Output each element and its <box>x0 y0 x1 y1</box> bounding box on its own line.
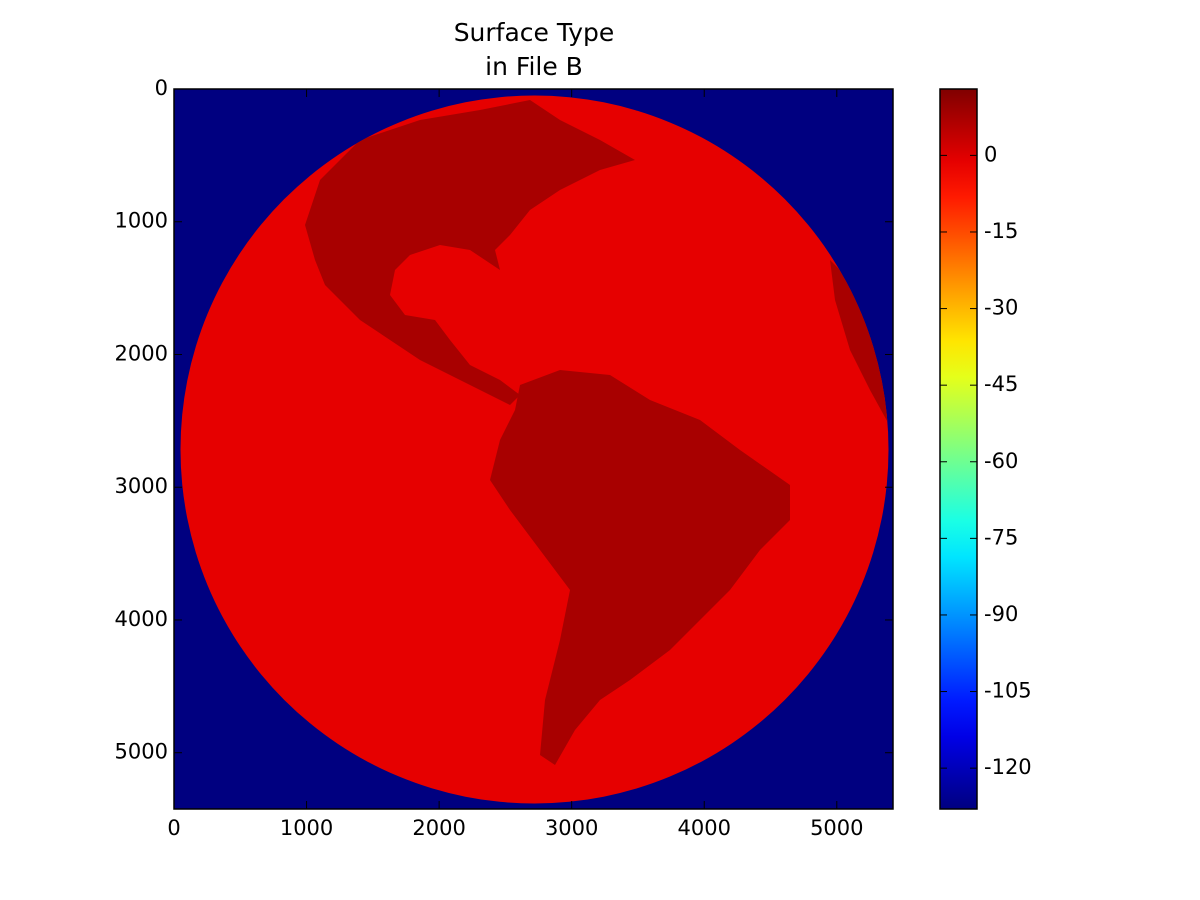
colorbar-tick-label: -15 <box>984 219 1018 243</box>
x-tick-label: 4000 <box>678 816 731 840</box>
north-america <box>305 100 635 405</box>
x-tick-label: 2000 <box>412 816 465 840</box>
x-tick-label: 3000 <box>545 816 598 840</box>
colorbar-tick-label: -75 <box>984 525 1018 549</box>
y-tick-label: 0 <box>155 76 168 100</box>
colorbar-tick-label: 0 <box>984 142 997 166</box>
y-tick-label: 1000 <box>115 209 168 233</box>
x-tick-label: 5000 <box>810 816 863 840</box>
axes-frame <box>173 88 894 810</box>
south-america <box>490 370 790 765</box>
chart-subtitle: in File B <box>485 52 583 81</box>
x-tick-label: 1000 <box>280 816 333 840</box>
y-tick-label: 4000 <box>115 607 168 631</box>
colorbar-tick-label: -90 <box>984 602 1018 626</box>
colorbar-tick-label: -120 <box>984 755 1032 779</box>
y-tick-label: 5000 <box>115 740 168 764</box>
colorbar <box>939 88 978 810</box>
colorbar-tick-label: -105 <box>984 679 1032 703</box>
land <box>305 100 889 765</box>
x-tick-label: 0 <box>167 816 180 840</box>
colorbar-tick-label: -60 <box>984 449 1018 473</box>
y-tick-label: 2000 <box>115 341 168 365</box>
africa <box>830 260 889 430</box>
image <box>174 89 893 809</box>
chart-title: Surface Type <box>454 18 615 47</box>
y-tick-label: 3000 <box>115 474 168 498</box>
colorbar-tick-label: -30 <box>984 296 1018 320</box>
colorbar-tick-label: -45 <box>984 372 1018 396</box>
